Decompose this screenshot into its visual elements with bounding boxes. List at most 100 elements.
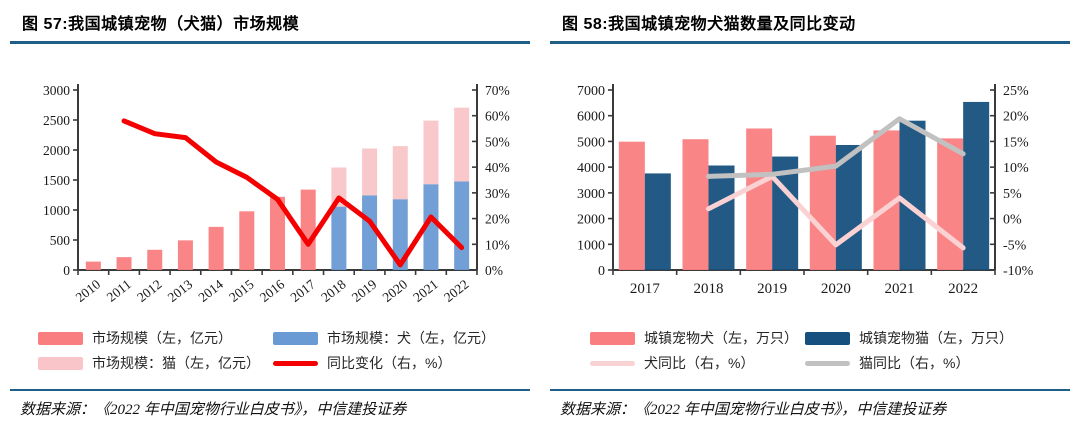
legend-line-swatch [273,360,318,366]
legend-bar-swatch [590,331,635,345]
svg-text:2018: 2018 [318,276,349,305]
svg-text:0%: 0% [1003,213,1022,228]
bar [899,120,926,271]
line-series-2 [706,173,966,251]
svg-text:2011: 2011 [104,277,134,305]
bar [116,257,132,270]
svg-text:1500: 1500 [43,173,70,188]
svg-text:2015: 2015 [226,276,257,305]
legend-label: 猫同比（右，%） [859,355,970,371]
svg-text:2000: 2000 [577,213,605,228]
tick-marks [608,89,996,275]
svg-text:0: 0 [63,263,70,278]
bar [147,249,163,270]
svg-text:20%: 20% [485,212,510,227]
svg-text:40%: 40% [485,160,510,175]
bar [85,261,101,270]
bar-series-1 [644,101,990,271]
bar [423,120,439,185]
x-axis-labels: 2010 2011 2012 2013 2014 2015 2016 2017 2018 2019… [73,276,472,305]
svg-text:6000: 6000 [577,110,605,125]
legend-line-swatch [805,360,850,366]
bar-series-0 [618,128,964,270]
legend-item: 市场规模（左，亿元） [38,328,273,348]
svg-text:2017: 2017 [630,281,661,297]
line-series-3 [121,118,465,268]
figure-58-source: 数据来源：《2022 年中国宠物行业白皮书》，中信建投证券 [550,389,1070,419]
y-axis-right-labels: -10% -5% 0% 5% 10% 15% 20% 25% [1003,84,1034,279]
y-axis-left-labels: 0 500 1000 1500 2000 2500 3000 [43,83,70,278]
bar [454,181,470,270]
svg-text:2014: 2014 [195,276,226,305]
svg-text:15%: 15% [1003,135,1029,150]
bar [331,206,347,270]
bar [270,196,285,270]
svg-text:2000: 2000 [43,143,70,158]
svg-text:7000: 7000 [577,84,605,99]
svg-text:1000: 1000 [577,238,605,253]
bar-series-0 [85,189,316,270]
legend-item: 犬同比（右，%） [590,353,805,373]
y-axis-left-labels: 0 1000 2000 3000 4000 5000 6000 7000 [577,84,605,279]
svg-text:2022: 2022 [948,281,978,297]
svg-text:2500: 2500 [43,113,70,128]
figure-58-title: 图 58:我国城镇宠物犬猫数量及同比变动 [550,8,1070,44]
bar [618,141,645,270]
svg-text:0%: 0% [485,263,503,278]
bar [331,167,347,207]
tick-marks [73,89,478,275]
svg-text:500: 500 [50,233,71,248]
svg-text:5000: 5000 [577,135,605,150]
svg-text:5%: 5% [1003,187,1022,202]
legend-bar-swatch [38,356,83,370]
legend-bar-swatch [805,331,850,345]
svg-text:3000: 3000 [43,83,70,98]
svg-text:2013: 2013 [165,276,196,305]
legend-bar-swatch [38,331,83,345]
svg-text:2010: 2010 [73,276,104,305]
legend-item: 城镇宠物猫（左，万只） [805,328,1080,348]
market-size-legend: 市场规模（左，亿元） 市场规模：犬（左，亿元） 市场规模：猫（左，亿元） 同比变化（右… [38,328,540,373]
svg-text:2022: 2022 [441,277,472,305]
svg-text:3000: 3000 [577,187,605,202]
svg-text:30%: 30% [485,186,510,201]
legend-item: 市场规模：猫（左，亿元） [38,353,273,373]
legend-item: 同比变化（右，%） [273,353,540,373]
svg-text:0: 0 [598,264,605,279]
legend-item: 市场规模：犬（左，亿元） [273,328,540,348]
bar [239,211,255,270]
legend-label: 同比变化（右，%） [327,355,452,371]
market-size-chart: 0 500 1000 1500 2000 2500 3000 0% 10% 20% 30% 40% 50… [43,83,510,305]
svg-text:2021: 2021 [885,281,915,297]
bar [362,195,378,270]
svg-text:-5%: -5% [1003,238,1027,253]
legend-label: 犬同比（右，%） [644,355,755,371]
svg-text:25%: 25% [1003,84,1029,99]
legend-label: 市场规模：犬（左，亿元） [327,330,495,346]
bar-series-2 [331,107,470,207]
svg-text:70%: 70% [485,83,510,98]
bar [177,240,193,270]
legend-label: 城镇宠物犬（左，万只） [644,330,798,346]
svg-text:2020: 2020 [380,276,411,305]
svg-text:10%: 10% [485,237,510,252]
svg-text:2021: 2021 [410,277,441,305]
bar [300,189,316,270]
figure-57-title: 图 57:我国城镇宠物（犬猫）市场规模 [10,8,530,44]
svg-text:2019: 2019 [757,281,787,297]
svg-text:1000: 1000 [43,203,70,218]
panel-pet-count: 图 58:我国城镇宠物犬猫数量及同比变动 0 1000 2000 3000 4000 50… [540,0,1080,424]
legend-line-swatch [590,360,635,366]
legend-item: 城镇宠物犬（左，万只） [590,328,805,348]
legend-label: 市场规模（左，亿元） [92,330,232,346]
svg-text:4000: 4000 [577,161,605,176]
svg-text:60%: 60% [485,109,510,124]
svg-text:20%: 20% [1003,110,1029,125]
bar [809,135,836,270]
bar [454,107,470,182]
x-axis-labels: 2017 2018 2019 2020 2021 2022 [630,281,978,297]
legend-bar-swatch [273,331,318,345]
bar [362,148,378,196]
pet-count-chart: 0 1000 2000 3000 4000 5000 6000 7000 -10% -5% 0% 5%… [577,84,1034,297]
